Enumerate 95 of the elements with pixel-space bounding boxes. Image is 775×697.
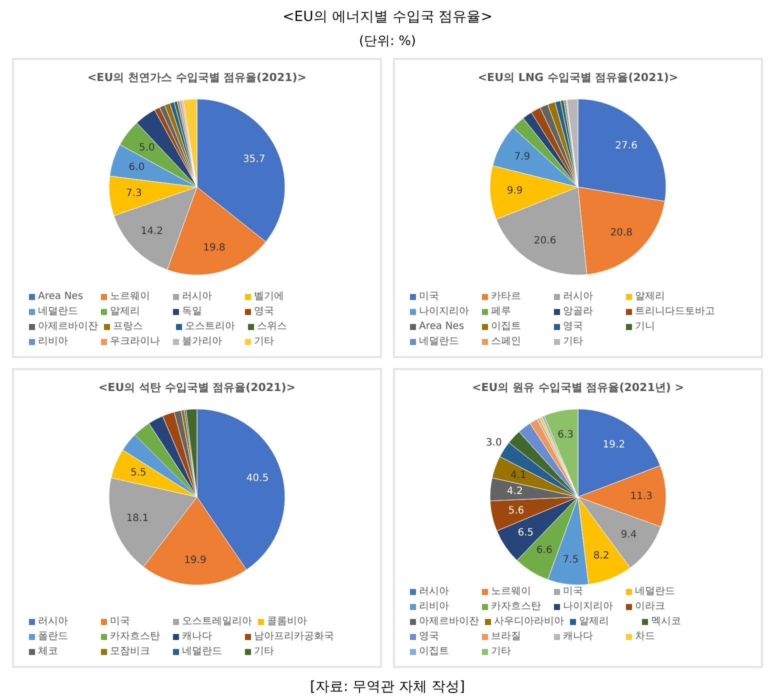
data-label: 5.6 xyxy=(508,505,524,516)
data-label: 19.8 xyxy=(203,242,226,254)
legend-label: 기니 xyxy=(634,320,656,334)
legend-label: 러시아 xyxy=(181,290,213,304)
legend-label: Area Nes xyxy=(418,320,466,334)
legend-label: 네덜란드 xyxy=(181,645,223,659)
legend-label: 이집트 xyxy=(418,645,450,659)
data-label: 6.5 xyxy=(518,527,534,538)
legend-label: 스위스 xyxy=(256,320,288,334)
legend-label: 기타 xyxy=(490,645,512,659)
data-label: 9.9 xyxy=(506,186,523,197)
data-label: 4.1 xyxy=(510,470,526,481)
legend-label: 캐나다 xyxy=(562,630,594,644)
legend-label: 브라질 xyxy=(490,630,522,644)
legend-label: 독일 xyxy=(181,305,203,319)
legend-label: 페루 xyxy=(490,305,512,319)
legend-label: 미국 xyxy=(418,290,440,304)
data-label: 40.5 xyxy=(246,472,269,484)
legend-label: 불가리아 xyxy=(181,335,223,349)
legend-label: 사우디아라비아 xyxy=(493,615,565,629)
data-label: 3.0 xyxy=(486,437,502,448)
legend-label: 리비아 xyxy=(37,335,69,349)
legend-label: Area Nes xyxy=(37,290,84,304)
data-label: 7.5 xyxy=(562,554,579,566)
legend-label: 네덜란드 xyxy=(418,335,460,349)
data-label: 6.6 xyxy=(536,545,552,556)
text: (단위: %) xyxy=(358,33,417,50)
data-label: 5.0 xyxy=(138,142,155,154)
legend-label: 차드 xyxy=(634,630,656,644)
data-label: 11.3 xyxy=(630,490,652,502)
legend-label: 카타르 xyxy=(490,290,522,304)
legend-label: 기타 xyxy=(562,335,584,349)
legend-label: 네덜란드 xyxy=(37,305,79,319)
data-label: 7.3 xyxy=(126,188,142,200)
legend-label: 스페인 xyxy=(490,335,522,349)
chart-title: <EU의 원유 수입국별 점유율(2021년) > xyxy=(471,380,685,396)
legend-label: 오스트리아 xyxy=(184,320,236,334)
legend-label: 카자흐스탄 xyxy=(109,630,161,644)
data-label: 6.0 xyxy=(128,162,145,173)
legend-label: 러시아 xyxy=(418,585,450,599)
legend-label: 네덜란드 xyxy=(634,585,676,599)
data-label: 4.2 xyxy=(506,486,523,497)
legend-label: 영국 xyxy=(253,305,275,319)
legend-label: 아제르바이잔 xyxy=(37,320,99,334)
legend-label: 러시아 xyxy=(562,290,594,304)
legend-label: 아제르바이잔 xyxy=(418,615,480,629)
data-label: 18.1 xyxy=(126,513,149,524)
legend-label: 모잠비크 xyxy=(109,645,151,659)
legend-label: 콜롬비아 xyxy=(266,615,308,629)
legend-label: 나이지리아 xyxy=(562,600,614,614)
legend-label: 리비아 xyxy=(418,600,450,614)
legend-label: 멕시코 xyxy=(650,615,682,629)
data-label: 20.6 xyxy=(534,236,556,247)
legend-label: 미국 xyxy=(109,615,131,629)
legend-label: 폴란드 xyxy=(37,630,69,644)
chart-title: <EU의 석탄 수입국별 점유율(2021)> xyxy=(97,380,297,396)
legend-label: 남아프리카공화국 xyxy=(253,630,335,644)
legend-label: 프랑스 xyxy=(112,320,144,334)
legend-label: 카자흐스탄 xyxy=(490,600,542,614)
legend-label: 미국 xyxy=(562,585,584,599)
legend-label: 영국 xyxy=(418,630,440,644)
legend-label: 트리니다드토바고 xyxy=(634,305,716,319)
data-label: 8.2 xyxy=(593,550,610,562)
data-label: 7.9 xyxy=(514,152,530,162)
legend-label: 오스트레일리아 xyxy=(181,615,253,629)
legend-label: 우크라이나 xyxy=(109,335,161,349)
legend-label: 기타 xyxy=(253,645,275,659)
data-label: 5.5 xyxy=(130,467,146,478)
data-label: 19.9 xyxy=(184,554,206,566)
legend-label: 캐나다 xyxy=(181,630,213,644)
legend-label: 나이지리아 xyxy=(418,305,470,319)
data-label: 35.7 xyxy=(242,154,266,165)
legend-label: 이집트 xyxy=(490,320,522,334)
legend-label: 알제리 xyxy=(578,615,610,629)
data-label: 9.4 xyxy=(620,529,637,540)
legend-label: 러시아 xyxy=(37,615,69,629)
legend-label: 기타 xyxy=(253,335,275,349)
legend-label: 이라크 xyxy=(634,600,666,614)
text: [자료: 무역관 자체 작성] xyxy=(309,678,466,696)
legend-label: 앙골라 xyxy=(562,305,594,319)
legend-label: 벨기에 xyxy=(253,290,285,304)
legend-label: 체코 xyxy=(37,645,59,659)
data-label: 27.6 xyxy=(615,140,638,152)
chart-title: <EU의 LNG 수입국별 점유율(2021)> xyxy=(476,70,680,86)
legend-label: 노르웨이 xyxy=(109,290,151,304)
legend-label: 알제리 xyxy=(109,305,141,319)
data-label: 19.2 xyxy=(602,439,626,450)
data-label: 6.3 xyxy=(558,429,574,440)
legend-label: 영국 xyxy=(562,320,584,334)
data-label: 20.8 xyxy=(610,228,633,239)
legend-label: 알제리 xyxy=(634,290,666,304)
text: <EU의 에너지별 수입국 점유율> xyxy=(282,8,494,26)
legend-label: 노르웨이 xyxy=(490,585,532,599)
chart-title: <EU의 천연가스 수입국별 점유율(2021)> xyxy=(86,70,308,86)
data-label: 14.2 xyxy=(140,226,164,238)
